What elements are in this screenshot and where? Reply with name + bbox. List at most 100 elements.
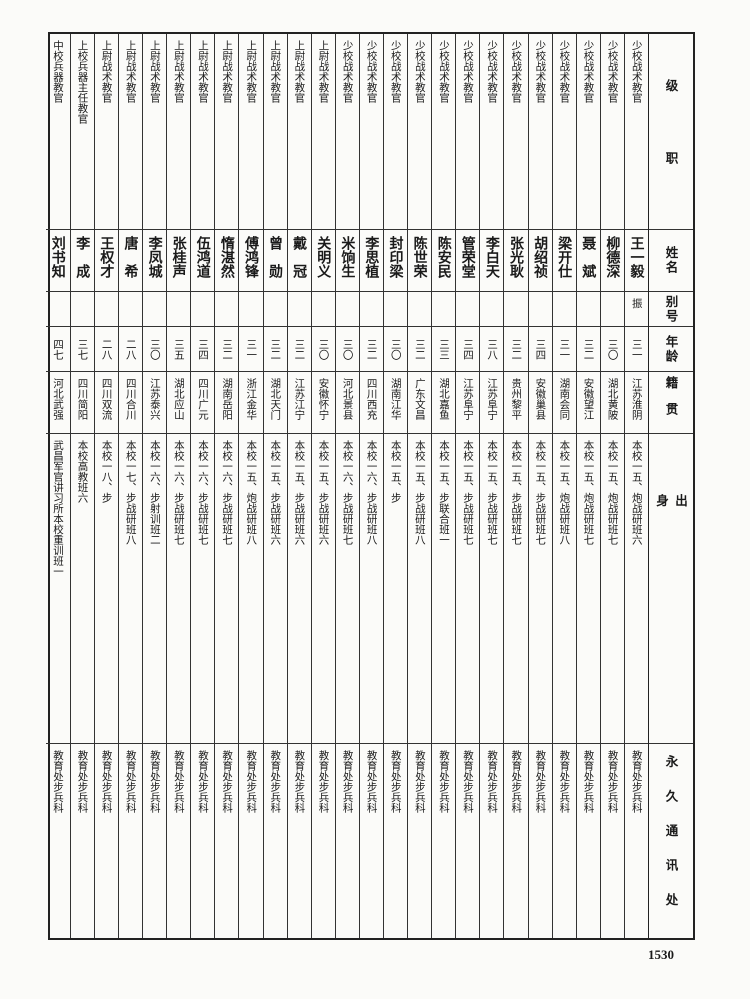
age-cell: 三〇 [383, 327, 408, 372]
native-place-cell: 江苏阜宁 [456, 372, 480, 434]
address-cell: 教育处步兵科 [486, 750, 499, 813]
rank-cell: 上尉战术教官 [263, 34, 287, 230]
native-place-cell: 湖北黄陂 [600, 372, 624, 434]
address-cell: 教育处步兵科 [245, 750, 258, 813]
address-cell: 教育处步兵科 [293, 750, 306, 813]
origin-cell: 本校一七、步战研班八 [118, 434, 143, 744]
rank-cell: 少校战术教官 [600, 34, 624, 230]
header-rank: 级职 [649, 34, 693, 230]
rank-cell: 少校战术教官 [408, 34, 432, 230]
address-cell: 教育处步兵科 [630, 750, 643, 813]
table-row: 少校战术教官 胡绍祯 三四 安徽巢县 本校一五、步战研班七 教育处步兵科 [527, 34, 552, 938]
rank-cell: 少校战术教官 [480, 34, 504, 230]
origin-cell: 本校一六、步战研班七 [191, 434, 215, 744]
address-cell: 教育处步兵科 [124, 750, 137, 813]
rank-cell: 上尉战术教官 [311, 34, 335, 230]
name-cell: 米饷生 [335, 230, 359, 292]
address-cell: 教育处步兵科 [437, 750, 450, 813]
name-cell: 惰湛然 [215, 230, 239, 292]
alias-cell [45, 292, 70, 327]
header-alias: 别号 [649, 292, 693, 327]
name-cell: 陈安民 [432, 230, 456, 292]
age-cell: 三〇 [143, 327, 167, 372]
native-place-cell: 河北武强 [45, 372, 70, 434]
age-cell: 三二 [504, 327, 528, 372]
table-row: 上尉战术教官 王权才 二八 四川双流 本校一八、步 教育处步兵科 [93, 34, 118, 938]
name-cell: 唐 希 [118, 230, 143, 292]
alias-cell [600, 292, 624, 327]
table-row: 少校战术教官 管荣堂 三四 江苏阜宁 本校一五、步战研班七 教育处步兵科 [455, 34, 480, 938]
alias-cell [167, 292, 191, 327]
rank-cell: 少校战术教官 [552, 34, 576, 230]
rank-cell: 少校战术教官 [456, 34, 480, 230]
header-native-place: 籍贯 [649, 372, 693, 434]
alias-cell [70, 292, 94, 327]
native-place-cell: 广东文昌 [408, 372, 432, 434]
address-cell: 教育处步兵科 [510, 750, 523, 813]
rank-cell: 上尉战术教官 [215, 34, 239, 230]
address-cell: 教育处步兵科 [148, 750, 161, 813]
address-cell: 教育处步兵科 [51, 750, 64, 813]
age-cell: 三二 [576, 327, 600, 372]
rank-cell: 上尉战术教官 [143, 34, 167, 230]
origin-cell: 本校一六、步战研班七 [215, 434, 239, 744]
alias-cell [191, 292, 215, 327]
rank-cell: 少校战术教官 [624, 34, 648, 230]
rank-cell: 上尉战术教官 [118, 34, 143, 230]
age-cell: 三一 [239, 327, 263, 372]
age-cell: 四七 [45, 327, 70, 372]
rank-cell: 上尉战术教官 [287, 34, 311, 230]
address-cell: 教育处步兵科 [558, 750, 571, 813]
address-cell: 教育处步兵科 [317, 750, 330, 813]
rank-cell: 上校兵器主任教官 [70, 34, 94, 230]
native-place-cell: 湖南会同 [552, 372, 576, 434]
native-place-cell: 湖北应山 [167, 372, 191, 434]
address-cell: 教育处步兵科 [76, 750, 89, 813]
name-cell: 王一毅 [624, 230, 648, 292]
age-cell: 三五 [167, 327, 191, 372]
native-place-cell: 江苏淮阴 [624, 372, 648, 434]
native-place-cell: 四川西充 [359, 372, 383, 434]
age-cell: 三〇 [600, 327, 624, 372]
alias-cell [359, 292, 383, 327]
alias-cell [239, 292, 263, 327]
age-cell: 三二 [287, 327, 311, 372]
name-cell: 柳德深 [600, 230, 624, 292]
alias-cell [576, 292, 600, 327]
table-row: 少校战术教官 张光耿 三二 贵州黎平 本校一五、步战研班七 教育处步兵科 [503, 34, 528, 938]
age-cell: 三二 [263, 327, 287, 372]
table-row: 上尉战术教官 李凤城 三〇 江苏泰兴 本校一六、步射训班二 教育处步兵科 [142, 34, 167, 938]
table-row: 少校战术教官 梁开仕 三一 湖南会同 本校一五、炮战研班八 教育处步兵科 [551, 34, 576, 938]
origin-cell: 本校一五、炮战研班六 [624, 434, 648, 744]
rank-cell: 上尉战术教官 [167, 34, 191, 230]
origin-cell: 本校一五、步战研班七 [480, 434, 504, 744]
name-cell: 李 成 [70, 230, 94, 292]
rank-cell: 少校战术教官 [335, 34, 359, 230]
alias-cell [528, 292, 552, 327]
alias-cell [287, 292, 311, 327]
age-cell: 三七 [70, 327, 94, 372]
name-cell: 戴 冠 [287, 230, 311, 292]
table-row: 上尉战术教官 关明义 三〇 安徽怀宁 本校一五、步战研班六 教育处步兵科 [310, 34, 335, 938]
name-cell: 李思植 [359, 230, 383, 292]
alias-cell [504, 292, 528, 327]
age-cell: 三八 [480, 327, 504, 372]
age-cell: 三四 [456, 327, 480, 372]
rank-cell: 少校战术教官 [383, 34, 408, 230]
alias-cell [215, 292, 239, 327]
table-row: 少校战术教官 陈安民 三三 湖北嘉鱼 本校一五、步联合班一 教育处步兵科 [431, 34, 456, 938]
name-cell: 封印梁 [383, 230, 408, 292]
age-cell: 二八 [94, 327, 118, 372]
address-cell: 教育处步兵科 [534, 750, 547, 813]
alias-cell [143, 292, 167, 327]
age-cell: 三二 [408, 327, 432, 372]
native-place-cell: 江苏江宁 [287, 372, 311, 434]
table-row: 少校战术教官 柳德深 三〇 湖北黄陂 本校一五、炮战研班七 教育处步兵科 [599, 34, 624, 938]
origin-cell: 本校一五、炮战研班七 [576, 434, 600, 744]
rank-cell: 上尉战术教官 [239, 34, 263, 230]
name-cell: 王权才 [94, 230, 118, 292]
name-cell: 傅鸿锋 [239, 230, 263, 292]
header-name: 姓名 [649, 230, 693, 292]
origin-cell: 本校一五、炮战研班八 [239, 434, 263, 744]
origin-cell: 本校一五、炮战研班七 [600, 434, 624, 744]
